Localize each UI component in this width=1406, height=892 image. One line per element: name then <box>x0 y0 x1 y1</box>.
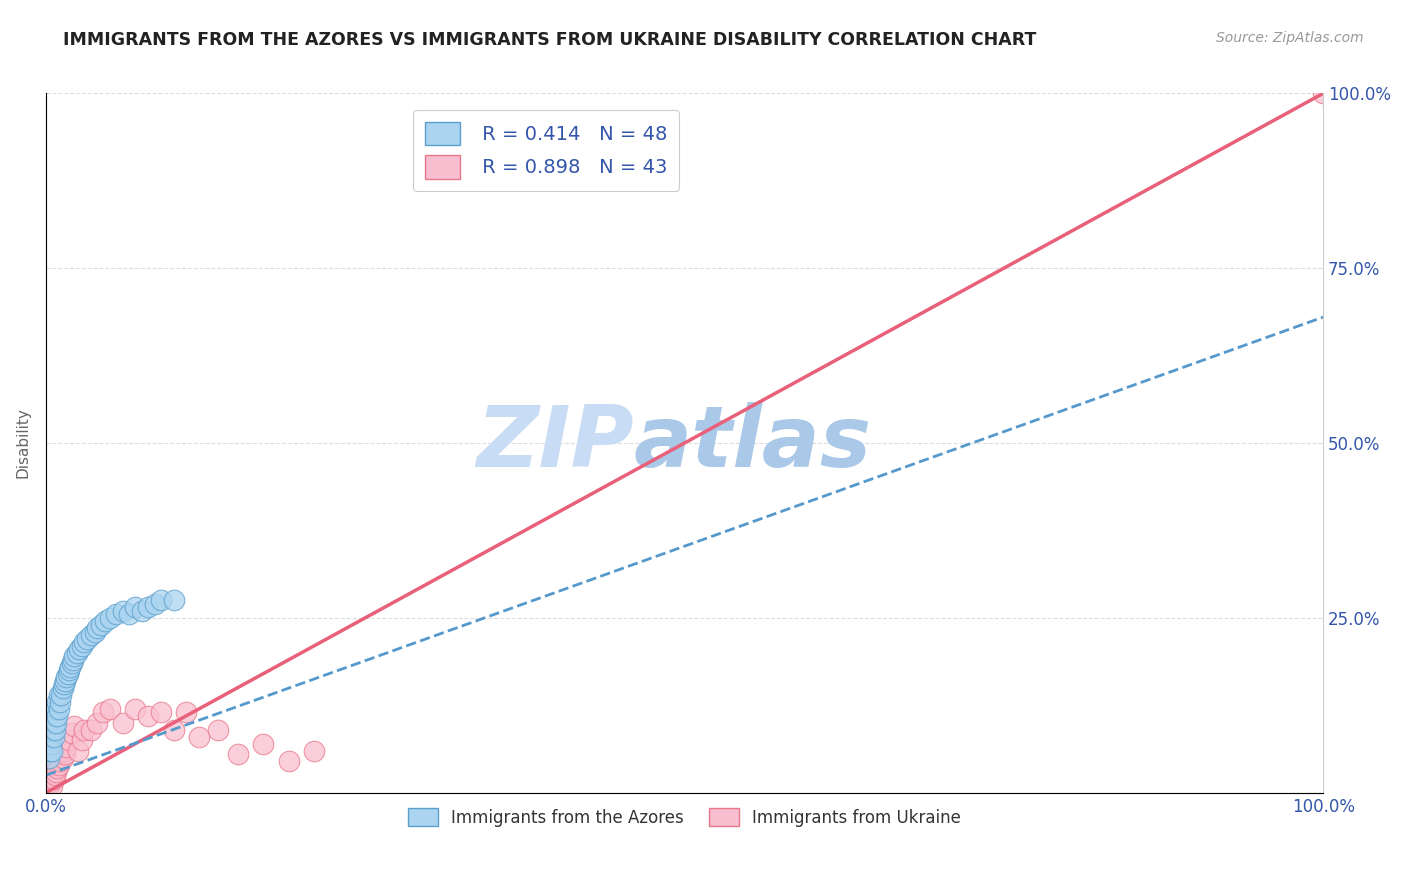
Point <box>52 744 75 758</box>
Point <box>41 744 63 758</box>
Point <box>143 597 166 611</box>
Legend: Immigrants from the Azores, Immigrants from Ukraine: Immigrants from the Azores, Immigrants f… <box>401 801 967 833</box>
Point <box>73 635 96 649</box>
Point <box>49 754 72 768</box>
Point <box>45 764 67 779</box>
Point <box>46 708 69 723</box>
Text: Source: ZipAtlas.com: Source: ZipAtlas.com <box>1216 31 1364 45</box>
Point <box>79 628 101 642</box>
Point <box>42 730 65 744</box>
Point <box>83 624 105 639</box>
Point <box>90 617 112 632</box>
Point <box>42 772 65 786</box>
Point <box>111 604 134 618</box>
Point <box>86 621 108 635</box>
Text: atlas: atlas <box>634 401 872 484</box>
Point <box>277 754 299 768</box>
Point <box>62 653 84 667</box>
Point <box>252 737 274 751</box>
Point <box>39 730 62 744</box>
Point <box>98 702 121 716</box>
Point <box>59 660 82 674</box>
Point <box>45 702 67 716</box>
Point <box>207 723 229 737</box>
Point <box>105 607 128 622</box>
Point <box>149 593 172 607</box>
Point <box>38 744 60 758</box>
Point <box>41 764 63 779</box>
Point <box>44 723 66 737</box>
Point <box>86 715 108 730</box>
Point <box>124 702 146 716</box>
Point <box>39 772 62 786</box>
Point <box>48 688 70 702</box>
Point <box>53 747 76 762</box>
Point <box>124 600 146 615</box>
Point <box>226 747 249 762</box>
Point <box>56 666 79 681</box>
Point <box>52 681 75 695</box>
Point <box>39 737 62 751</box>
Point <box>44 708 66 723</box>
Point <box>44 757 66 772</box>
Point <box>136 600 159 615</box>
Point <box>302 744 325 758</box>
Point <box>70 639 93 653</box>
Point <box>63 649 86 664</box>
Point <box>149 705 172 719</box>
Point <box>1312 87 1334 101</box>
Point <box>76 632 98 646</box>
Point <box>48 757 70 772</box>
Point <box>39 768 62 782</box>
Point <box>163 593 186 607</box>
Point <box>118 607 141 622</box>
Point <box>55 670 77 684</box>
Point <box>42 761 65 775</box>
Point <box>51 747 73 762</box>
Point <box>111 715 134 730</box>
Point <box>58 663 80 677</box>
Point <box>73 723 96 737</box>
Point <box>38 779 60 793</box>
Point <box>136 708 159 723</box>
Point <box>48 702 70 716</box>
Text: IMMIGRANTS FROM THE AZORES VS IMMIGRANTS FROM UKRAINE DISABILITY CORRELATION CHA: IMMIGRANTS FROM THE AZORES VS IMMIGRANTS… <box>63 31 1036 49</box>
Point <box>52 677 75 691</box>
Point <box>51 688 73 702</box>
Point <box>70 733 93 747</box>
Point <box>93 705 115 719</box>
Point <box>176 705 198 719</box>
Point <box>45 715 67 730</box>
Point <box>98 611 121 625</box>
Point <box>60 657 83 671</box>
Point <box>41 723 63 737</box>
Point <box>46 695 69 709</box>
Point <box>60 726 83 740</box>
Point <box>66 744 89 758</box>
Point <box>46 761 69 775</box>
Point <box>93 615 115 629</box>
Point <box>38 775 60 789</box>
Point <box>53 673 76 688</box>
Point <box>79 723 101 737</box>
Point <box>41 779 63 793</box>
Point <box>42 715 65 730</box>
Point <box>45 754 67 768</box>
Point <box>49 695 72 709</box>
Point <box>55 740 77 755</box>
Point <box>65 646 87 660</box>
Point <box>44 768 66 782</box>
Point <box>52 750 75 764</box>
Point <box>67 642 90 657</box>
Point <box>163 723 186 737</box>
Point <box>63 719 86 733</box>
Point <box>38 750 60 764</box>
Point <box>131 604 153 618</box>
Y-axis label: Disability: Disability <box>15 408 30 478</box>
Point <box>188 730 211 744</box>
Text: ZIP: ZIP <box>475 401 634 484</box>
Point <box>58 733 80 747</box>
